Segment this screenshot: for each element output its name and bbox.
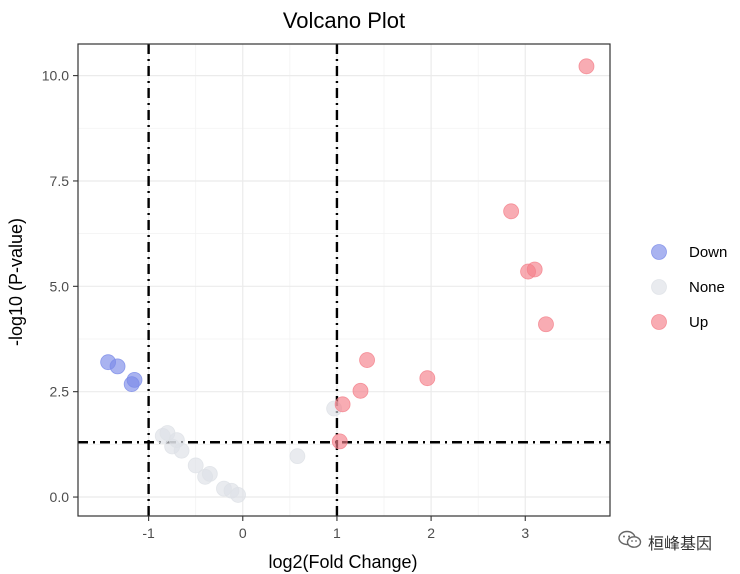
legend-label-none: None xyxy=(689,279,725,296)
point-down xyxy=(109,358,126,375)
watermark: 桓峰基因 xyxy=(618,528,736,556)
legend-key-up xyxy=(651,314,667,330)
chart-title: Volcano Plot xyxy=(283,8,405,33)
y-tick-label: 10.0 xyxy=(42,68,69,84)
point-none xyxy=(201,465,218,482)
point-up xyxy=(352,382,369,399)
x-tick-label: 0 xyxy=(239,525,247,541)
point-up xyxy=(526,261,543,278)
point-up xyxy=(331,433,348,450)
y-axis-title: -log10 (P-value) xyxy=(6,218,26,346)
point-none xyxy=(230,487,246,503)
x-tick-label: 2 xyxy=(427,525,435,541)
point-down xyxy=(123,376,140,392)
legend-label-up: Up xyxy=(689,314,708,331)
wechat-icon xyxy=(618,530,642,555)
x-tick-label: 3 xyxy=(521,525,529,541)
y-tick-label: 0.0 xyxy=(50,489,70,505)
plot-border xyxy=(77,43,611,517)
point-up xyxy=(419,370,436,387)
point-up xyxy=(359,352,375,368)
x-axis-title: log2(Fold Change) xyxy=(268,552,417,572)
x-tick-label: 1 xyxy=(333,525,341,541)
x-axis: -1 0 1 2 3 xyxy=(142,516,529,541)
y-axis: 0.0 2.5 5.0 7.5 10.0 xyxy=(42,68,78,505)
point-up xyxy=(334,396,351,413)
legend-key-down xyxy=(651,244,667,260)
point-none xyxy=(187,457,204,474)
point-up xyxy=(538,316,554,333)
y-tick-label: 7.5 xyxy=(50,173,70,189)
point-up xyxy=(503,203,520,220)
legend-key-none xyxy=(651,279,667,295)
minor-gridlines xyxy=(78,44,610,516)
legend-label-down: Down xyxy=(689,244,727,261)
y-tick-label: 5.0 xyxy=(50,278,70,294)
legend: Down None Up xyxy=(651,244,727,331)
point-none xyxy=(173,442,190,459)
point-up xyxy=(578,58,595,75)
data-points xyxy=(100,58,595,503)
point-none xyxy=(289,448,306,465)
watermark-text: 桓峰基因 xyxy=(648,534,713,553)
y-tick-label: 2.5 xyxy=(50,384,70,400)
x-tick-label: -1 xyxy=(142,525,155,541)
